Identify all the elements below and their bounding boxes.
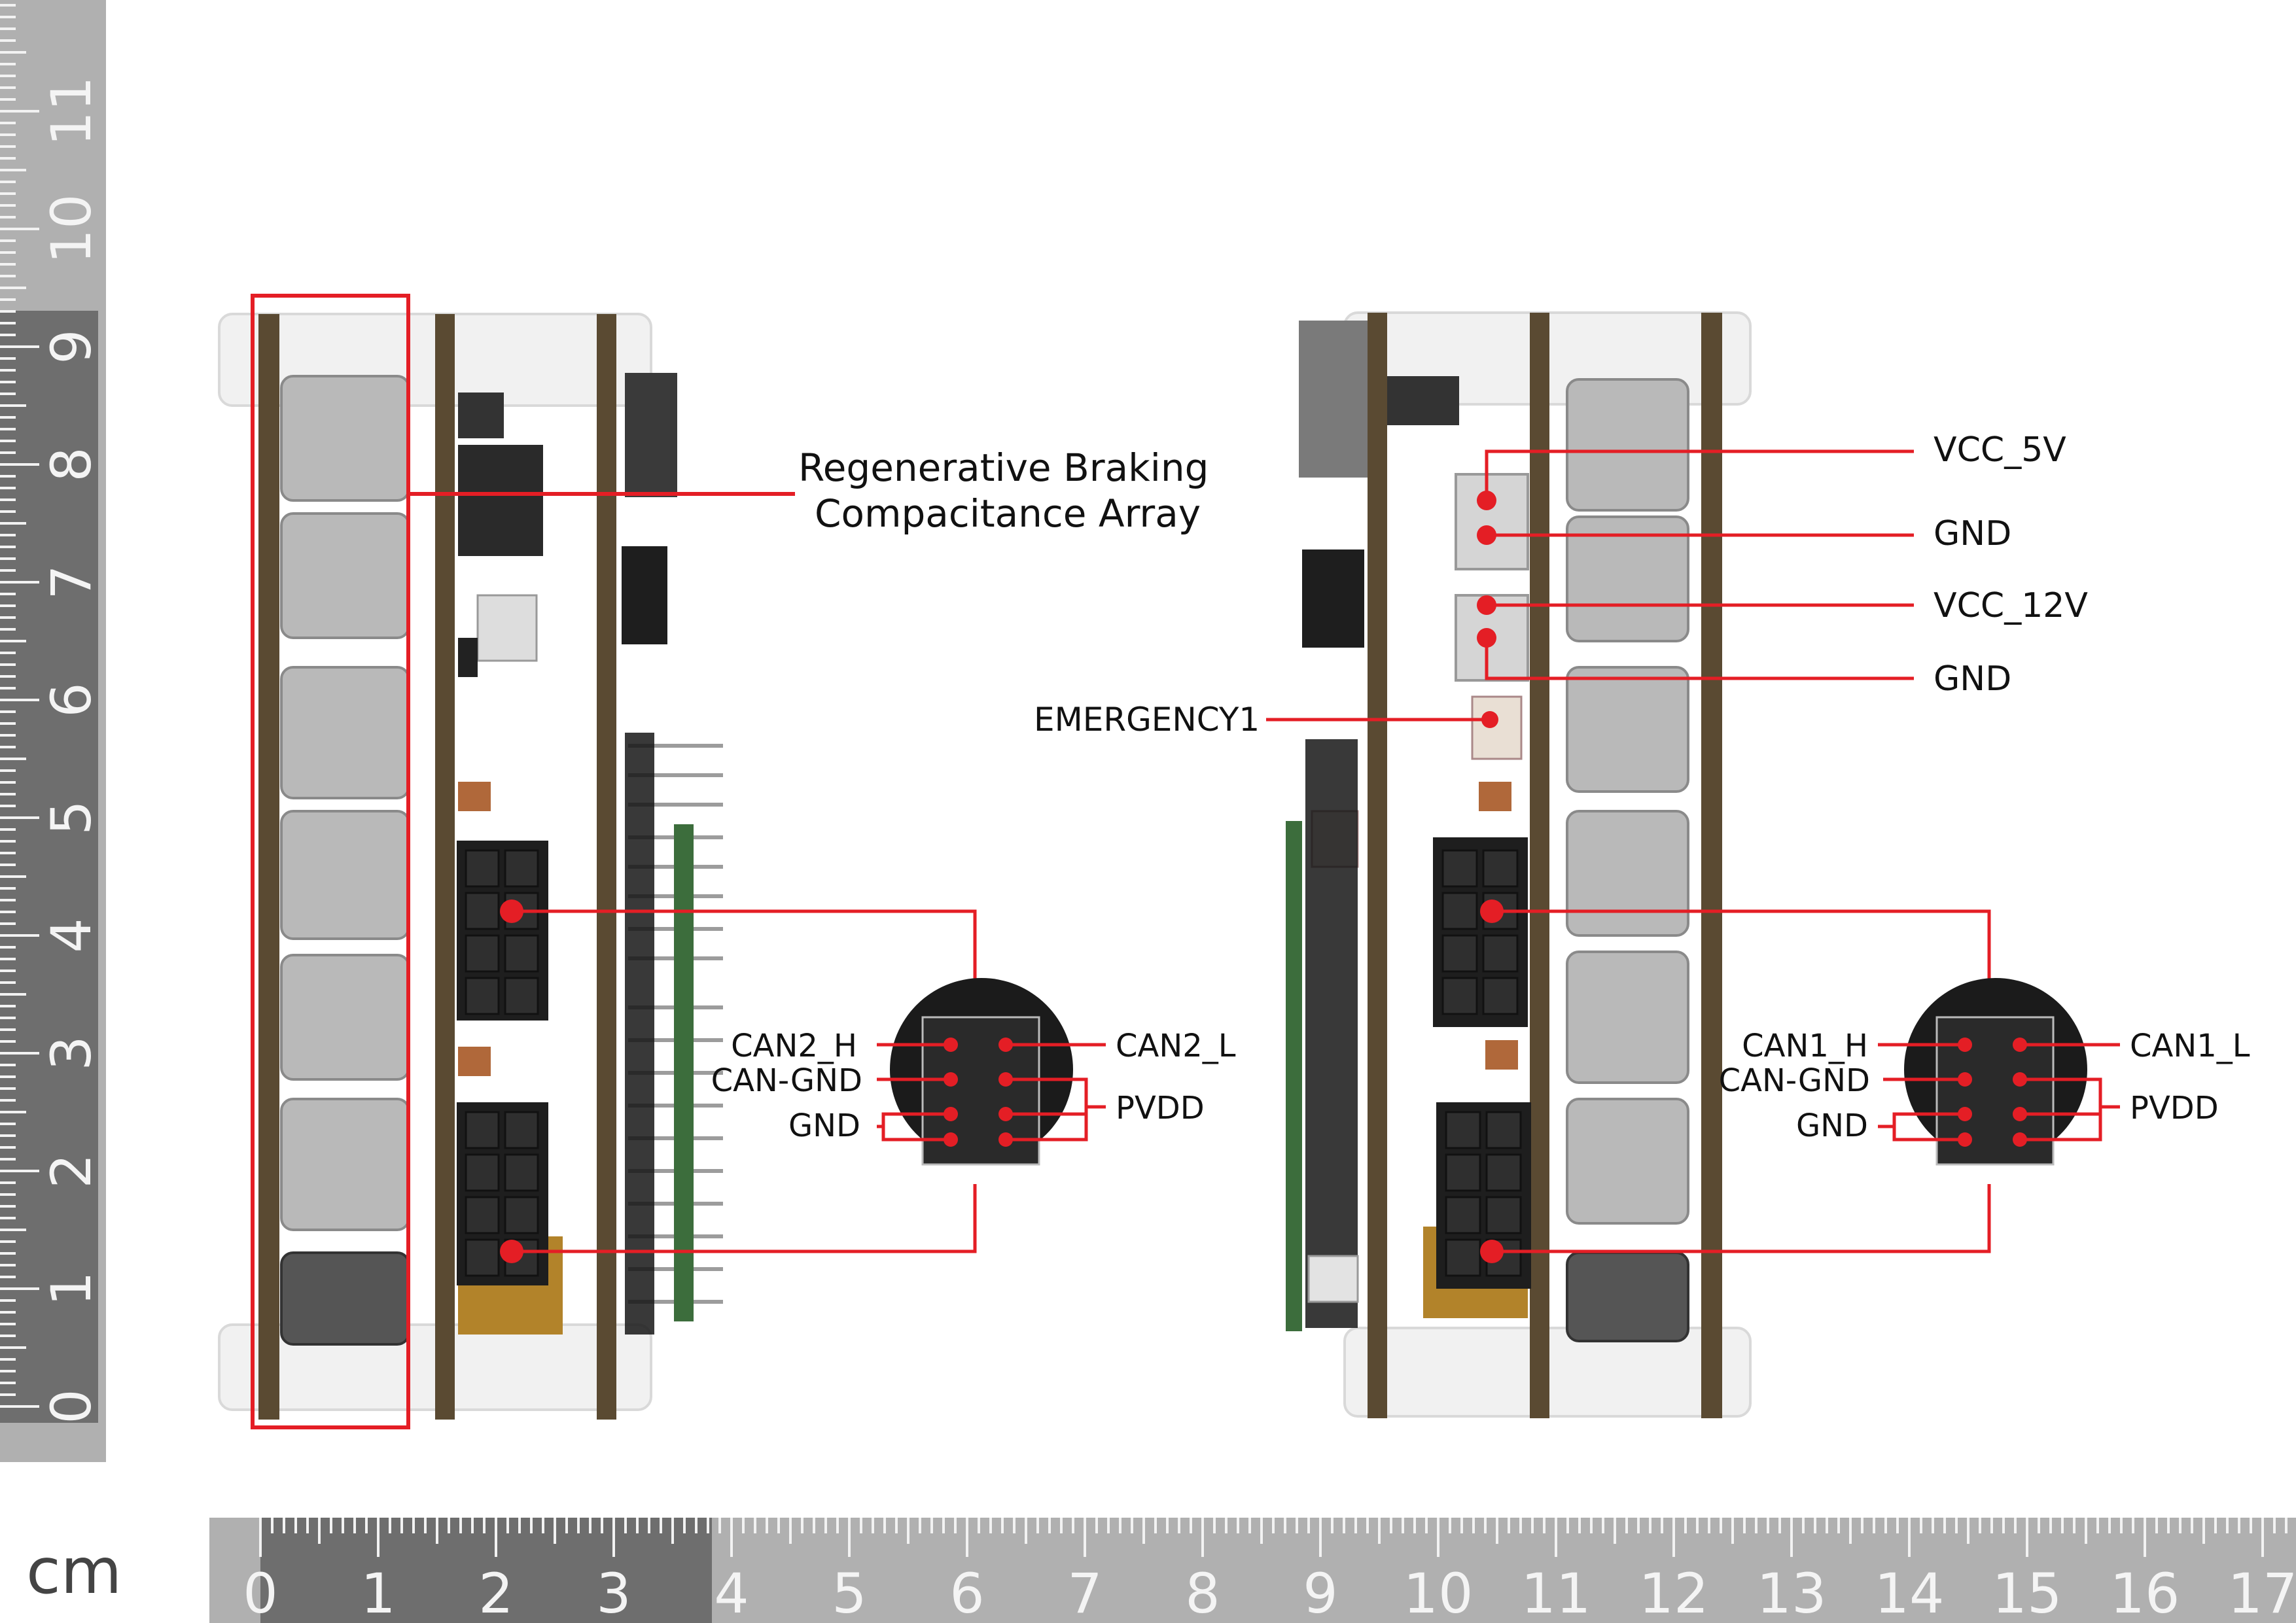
ruler-label: 16 [2110, 1562, 2180, 1623]
pin-label-pvdd: PVDD [1116, 1090, 1205, 1126]
label-emergency1: EMERGENCY1 [1034, 701, 1260, 739]
pcb-layer [1368, 313, 1387, 1418]
pin-label-can2-h: CAN2_H [731, 1028, 857, 1064]
label-vcc-5v: VCC_5V [1934, 430, 2066, 470]
ruler-label: 9 [39, 329, 103, 364]
ruler-label: 6 [949, 1562, 984, 1623]
ruler-label: 5 [832, 1562, 866, 1623]
annotation-line-2: Compacitance Array [815, 491, 1201, 536]
connector-marker [1480, 899, 1504, 923]
ruler-label: 15 [1992, 1562, 2062, 1623]
pin-label-can-gnd: CAN-GND [1719, 1062, 1870, 1099]
ruler-label: 8 [39, 447, 103, 481]
annotation-line-1: Regenerative Braking [798, 445, 1209, 490]
ruler-label: 6 [39, 682, 103, 717]
power-connector-5v [1455, 473, 1529, 570]
pcb-layer [258, 314, 279, 1420]
ruler-label: 14 [1875, 1562, 1945, 1623]
ruler-label: 2 [478, 1562, 513, 1623]
ruler-label: 11 [1521, 1562, 1591, 1623]
ruler-label: 4 [39, 918, 103, 952]
power-pin-marker [1477, 491, 1496, 510]
can-connector-top [457, 841, 548, 1021]
ruler-label: 10 [1404, 1562, 1474, 1623]
label-gnd-1: GND [1934, 514, 2011, 553]
ruler-label: 1 [361, 1562, 395, 1623]
pin-label-gnd: GND [788, 1108, 860, 1144]
ruler-label: 3 [596, 1562, 631, 1623]
capacitor-array [1566, 378, 1689, 1342]
ruler-label: 13 [1757, 1562, 1827, 1623]
label-gnd-2: GND [1934, 659, 2011, 699]
power-pin-marker [1477, 595, 1496, 615]
vertical-ruler: 0 1 2 3 4 5 6 7 8 9 10 11 [0, 0, 106, 1462]
connector-marker [1480, 1240, 1504, 1263]
connector-marker [500, 1240, 523, 1263]
pin-label-can2-l: CAN2_L [1116, 1028, 1236, 1064]
connector-leader-lines [1492, 909, 1991, 1253]
ruler-label: 3 [39, 1036, 103, 1070]
ruler-label: 5 [39, 800, 103, 835]
connector-marker [500, 899, 523, 923]
emergency-connector [1471, 695, 1523, 760]
pin-label-can1-h: CAN1_H [1742, 1028, 1868, 1064]
pcb-layer [435, 314, 455, 1420]
ruler-label: 12 [1639, 1562, 1709, 1623]
pin-label-can-gnd: CAN-GND [711, 1062, 862, 1099]
capacitor-highlight-box [251, 294, 410, 1429]
ruler-label: 7 [39, 565, 103, 599]
emergency-pin-marker [1481, 711, 1498, 728]
pin-label-gnd: GND [1796, 1108, 1868, 1144]
ruler-label: 7 [1067, 1562, 1102, 1623]
ruler-label: 0 [39, 1389, 103, 1423]
ruler-label: 10 [39, 194, 103, 264]
right-motor-driver-board: VCC_5V GND VCC_12V GND EMERGENCY1 [1034, 311, 2250, 1418]
left-motor-driver-board: Regenerative Braking Compacitance Array [218, 294, 1236, 1429]
power-pin-marker [1477, 628, 1496, 648]
ruler-label: 9 [1303, 1562, 1337, 1623]
ruler-label: 1 [39, 1271, 103, 1306]
power-pin-marker [1477, 525, 1496, 545]
capacitor-array [280, 375, 410, 1346]
can-connector-bottom [1436, 1102, 1531, 1289]
pin-label-can1-l: CAN1_L [2130, 1028, 2250, 1064]
pcb-layer [597, 314, 616, 1420]
horizontal-ruler: 0 1 2 3 4 5 6 7 8 9 10 11 12 13 14 15 16 17 [209, 1518, 2296, 1623]
unit-label: cm [26, 1535, 122, 1608]
connector-leader-lines [512, 909, 977, 1253]
pin-label-pvdd: PVDD [2130, 1090, 2219, 1126]
can-connector-bottom [457, 1102, 548, 1285]
label-vcc-12v: VCC_12V [1934, 586, 2088, 625]
ruler-label: 17 [2228, 1562, 2296, 1623]
can-connector-top [1433, 837, 1528, 1027]
pcb-layer [1701, 313, 1722, 1418]
ruler-label: 11 [39, 77, 103, 147]
ruler-label: 0 [243, 1562, 277, 1623]
ruler-label: 2 [39, 1153, 103, 1188]
pcb-layer [1530, 313, 1549, 1418]
ruler-label: 8 [1185, 1562, 1220, 1623]
power-leader-lines [1266, 449, 1914, 722]
can2-pinout-diagram: CAN2_H CAN-GND GND CAN2_L PVDD [711, 978, 1236, 1166]
ruler-label: 4 [714, 1562, 749, 1623]
can1-pinout-diagram: CAN1_H CAN-GND GND CAN1_L PVDD [1719, 978, 2250, 1166]
